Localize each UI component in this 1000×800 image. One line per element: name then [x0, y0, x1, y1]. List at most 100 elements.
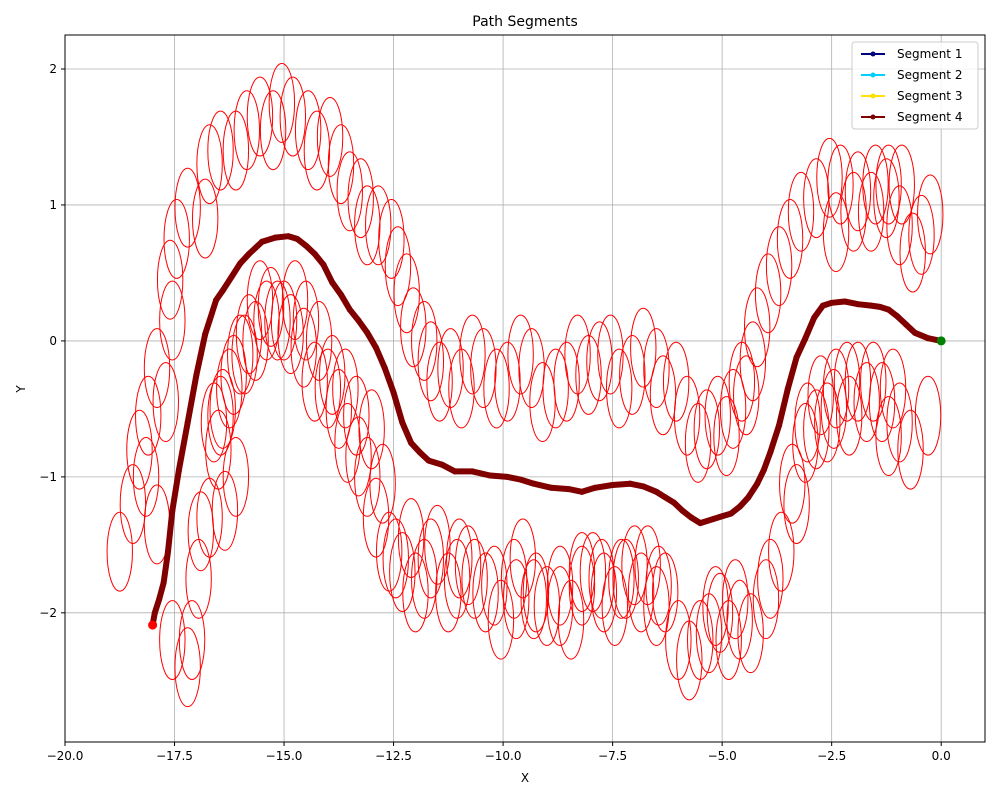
- segment-4-point: [925, 335, 931, 341]
- segment-4-point: [531, 481, 537, 487]
- segment-4-point: [320, 262, 326, 268]
- segment-4-point: [894, 313, 900, 319]
- y-tick-label: −1: [39, 470, 57, 484]
- legend: Segment 1Segment 2Segment 3Segment 4: [852, 42, 978, 129]
- segment-4-point: [426, 458, 432, 464]
- y-tick-label: −2: [39, 606, 57, 620]
- segment-4-point: [640, 483, 646, 489]
- segment-4-point: [728, 511, 734, 517]
- segment-4-point: [169, 508, 175, 514]
- segment-4-point: [185, 419, 191, 425]
- legend-marker: [871, 52, 876, 57]
- segment-4-point: [259, 239, 265, 245]
- y-axis-label: Y: [14, 385, 28, 394]
- segment-4-point: [566, 486, 572, 492]
- segment-4-point: [842, 298, 848, 304]
- segment-4-point: [338, 292, 344, 298]
- x-tick-label: −17.5: [156, 749, 193, 763]
- segment-4-point: [518, 477, 524, 483]
- segment-4-point: [820, 303, 826, 309]
- segment-4-point: [610, 482, 616, 488]
- x-tick-label: −7.5: [598, 749, 627, 763]
- segment-4-point: [156, 596, 162, 602]
- segment-4-point: [688, 515, 694, 521]
- segment-4-point: [176, 467, 182, 473]
- segment-4-point: [294, 236, 300, 242]
- segment-4-point: [356, 318, 362, 324]
- x-tick-label: 0.0: [932, 749, 951, 763]
- segment-4-point: [329, 279, 335, 285]
- segment-4-point: [198, 352, 204, 358]
- legend-marker: [871, 115, 876, 120]
- legend-marker: [871, 94, 876, 99]
- segment-4-point: [213, 297, 219, 303]
- segment-4-point: [347, 307, 353, 313]
- segment-4-point: [671, 500, 677, 506]
- segment-4-point: [193, 372, 199, 378]
- x-tick-label: −12.5: [375, 749, 412, 763]
- segment-4-point: [152, 610, 158, 616]
- segment-4-point: [285, 233, 291, 239]
- segment-4-point: [391, 390, 397, 396]
- segment-4-point: [408, 440, 414, 446]
- segment-4-point: [886, 307, 892, 313]
- y-tick-label: 2: [49, 62, 57, 76]
- segment-4-point: [737, 504, 743, 510]
- x-tick-label: −20.0: [47, 749, 84, 763]
- segment-4-point: [785, 386, 791, 392]
- segment-4-point: [228, 274, 234, 280]
- segment-4-point: [761, 467, 767, 473]
- segment-4-point: [202, 331, 208, 337]
- segment-4-point: [592, 485, 598, 491]
- segment-4-point: [487, 473, 493, 479]
- plot-area: [65, 35, 985, 742]
- segment-4-point: [745, 494, 751, 500]
- end-point-marker: [148, 621, 157, 630]
- segment-4-point: [237, 260, 243, 266]
- x-tick-label: −10.0: [485, 749, 522, 763]
- segment-4-point: [776, 422, 782, 428]
- x-tick-label: −15.0: [266, 749, 303, 763]
- segment-4-point: [399, 419, 405, 425]
- segment-4-point: [811, 315, 817, 321]
- legend-label: Segment 1: [897, 47, 962, 61]
- segment-4-point: [382, 365, 388, 371]
- y-tick-label: 1: [49, 198, 57, 212]
- legend-label: Segment 2: [897, 68, 962, 82]
- segment-4-point: [452, 468, 458, 474]
- segment-4-point: [754, 481, 760, 487]
- x-axis-label: X: [521, 771, 529, 785]
- segment-4-point: [829, 300, 835, 306]
- segment-4-point: [303, 243, 309, 249]
- x-tick-label: −2.5: [817, 749, 846, 763]
- start-point-marker: [937, 336, 946, 345]
- segment-4-point: [719, 513, 725, 519]
- segment-4-point: [697, 520, 703, 526]
- x-tick-label: −5.0: [708, 749, 737, 763]
- segment-4-point: [246, 251, 252, 257]
- legend-marker: [871, 73, 876, 78]
- segment-4-point: [662, 494, 668, 500]
- segment-4-point: [627, 481, 633, 487]
- segment-4-point: [868, 303, 874, 309]
- segment-4-point: [165, 549, 171, 555]
- segment-4-point: [912, 330, 918, 336]
- segment-4-point: [161, 580, 167, 586]
- segment-4-point: [417, 449, 423, 455]
- segment-4-point: [220, 288, 226, 294]
- segment-4-point: [710, 516, 716, 522]
- segment-4-point: [312, 251, 318, 257]
- y-tick-label: 0: [49, 334, 57, 348]
- legend-label: Segment 4: [897, 110, 962, 124]
- segment-4-point: [903, 322, 909, 328]
- segment-4-point: [794, 354, 800, 360]
- segment-4-point: [680, 508, 686, 514]
- segment-4-point: [653, 489, 659, 495]
- segment-4-point: [272, 235, 278, 241]
- segment-4-point: [855, 301, 861, 307]
- segment-4-point: [364, 330, 370, 336]
- segment-4-point: [373, 345, 379, 351]
- segment-4-point: [767, 449, 773, 455]
- chart-title: Path Segments: [472, 14, 578, 30]
